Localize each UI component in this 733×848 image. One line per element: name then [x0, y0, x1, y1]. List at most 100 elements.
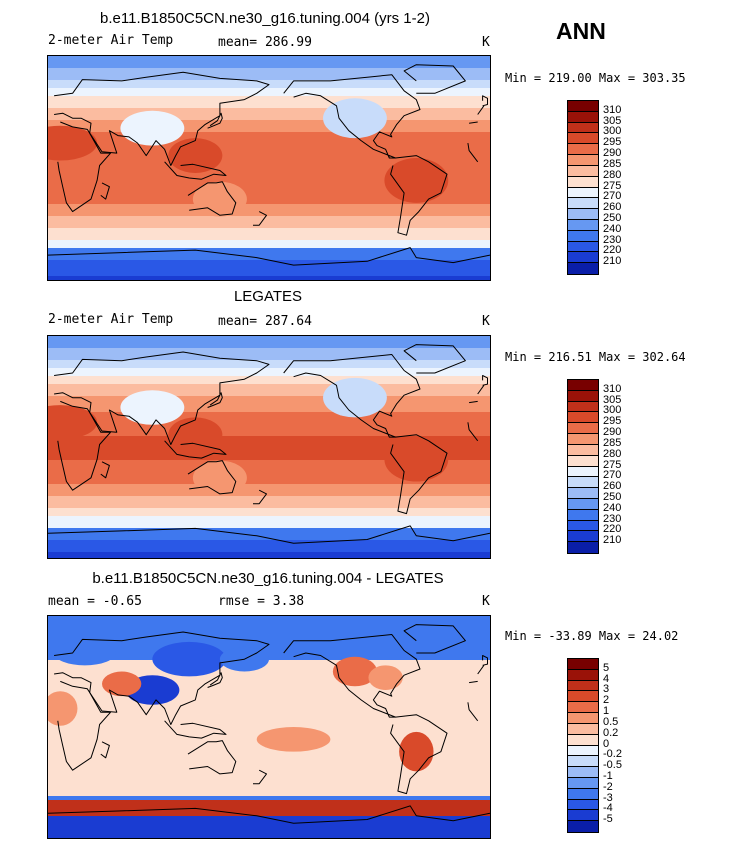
coastline-japan — [207, 392, 223, 408]
coastline-antarctica — [48, 525, 490, 544]
zonal-band — [48, 104, 490, 109]
zonal-band — [48, 272, 490, 277]
colorbar-tick-label: 0 — [603, 737, 610, 750]
zonal-band — [48, 84, 490, 89]
zonal-band — [48, 676, 490, 681]
zonal-band — [48, 788, 490, 793]
colorbar-swatch — [568, 477, 598, 489]
zonal-band — [48, 396, 490, 401]
colorbar-swatch — [568, 669, 598, 681]
colorbar-swatch — [568, 520, 598, 532]
zonal-band — [48, 140, 490, 145]
coastline-africa — [57, 400, 112, 491]
panel-obs-map — [47, 335, 491, 559]
zonal-band — [48, 508, 490, 513]
zonal-band — [48, 76, 490, 81]
zonal-band — [48, 400, 490, 405]
zonal-band — [48, 376, 490, 381]
zonal-band — [48, 812, 490, 817]
field-anomaly-patch — [368, 665, 403, 690]
zonal-band — [48, 624, 490, 629]
field-anomaly-patch — [102, 671, 142, 697]
zonal-band — [48, 784, 490, 789]
colorbar-swatch — [568, 659, 598, 670]
zonal-band — [48, 520, 490, 525]
zonal-band — [48, 56, 490, 61]
colorbar-swatch — [568, 821, 598, 832]
zonal-band — [48, 200, 490, 205]
colorbar-swatch — [568, 734, 598, 746]
colorbar-tick-label: 0.2 — [603, 726, 619, 739]
zonal-band — [48, 828, 490, 833]
colorbar-tick-label: 3 — [603, 683, 610, 696]
zonal-band — [48, 380, 490, 385]
coastline-eurasia — [477, 665, 485, 675]
coastline-newzealand — [253, 769, 267, 785]
zonal-band — [48, 348, 490, 353]
colorbar-tick-label: 260 — [603, 480, 622, 493]
zonal-band — [48, 720, 490, 725]
zonal-band — [48, 336, 490, 341]
coastline-eurasia — [477, 385, 485, 395]
zonal-band — [48, 188, 490, 193]
zonal-band — [48, 228, 490, 233]
colorbar-swatch — [568, 209, 598, 220]
colorbar-swatch — [568, 219, 598, 231]
obs-temperature-map — [48, 336, 490, 558]
zonal-band — [48, 100, 490, 105]
colorbar-tick-label: -3 — [603, 791, 613, 804]
colorbar-swatch — [568, 187, 598, 199]
colorbar-swatch — [568, 509, 598, 521]
zonal-band — [48, 716, 490, 721]
coastline-indonesia — [164, 440, 227, 459]
field-anomaly-patch — [120, 390, 185, 425]
panel-diff-mean: mean = -0.65 — [48, 594, 142, 609]
zonal-band — [48, 276, 490, 280]
colorbar-swatch — [568, 390, 598, 402]
zonal-band — [48, 180, 490, 185]
colorbar-tick-label: 260 — [603, 201, 622, 214]
colorbar-tick-label: 300 — [603, 404, 622, 417]
zonal-band — [48, 124, 490, 129]
coastline-greenland — [403, 64, 466, 94]
field-anomaly-patch — [120, 110, 185, 146]
colorbar-tick-label: 310 — [603, 103, 622, 116]
coastline-madagascar — [100, 461, 110, 479]
coastline-africa — [57, 680, 112, 771]
zonal-band — [48, 236, 490, 241]
zonal-band — [48, 444, 490, 449]
zonal-band — [48, 344, 490, 349]
colorbar-tick-label: 285 — [603, 157, 622, 170]
zonal-band — [48, 256, 490, 261]
zonal-band — [48, 660, 490, 665]
colorbar-tick-label: 240 — [603, 501, 622, 514]
zonal-band — [48, 488, 490, 493]
zonal-band — [48, 464, 490, 469]
zonal-band — [48, 212, 490, 217]
model-temperature-map — [48, 56, 490, 280]
zonal-band — [48, 368, 490, 373]
zonal-band — [48, 160, 490, 165]
zonal-band — [48, 168, 490, 173]
colorbar-tick-label: 270 — [603, 469, 622, 482]
panel-obs-minmax: Min = 216.51 Max = 302.64 — [505, 350, 686, 364]
zonal-band — [48, 456, 490, 461]
colorbar-swatch — [568, 263, 598, 274]
zonal-band — [48, 640, 490, 645]
zonal-band — [48, 448, 490, 453]
zonal-band — [48, 644, 490, 649]
panel-model-mean: mean= 286.99 — [218, 35, 312, 50]
zonal-band — [48, 416, 490, 421]
zonal-band — [48, 148, 490, 153]
coastline-namerica — [283, 354, 421, 438]
zonal-band — [48, 712, 490, 717]
zonal-band — [48, 152, 490, 157]
zonal-band — [48, 232, 490, 237]
coastline-uk — [482, 655, 488, 666]
coastline-eurasia — [477, 105, 485, 115]
zonal-band — [48, 548, 490, 553]
colorbar-swatches — [567, 100, 599, 275]
coastline-samerica — [390, 155, 448, 236]
colorbar-swatch — [568, 380, 598, 391]
zonal-band — [48, 208, 490, 213]
